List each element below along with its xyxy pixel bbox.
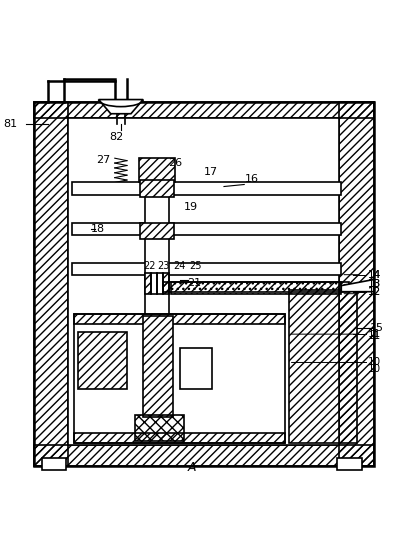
Text: 23: 23 [157, 262, 169, 272]
Text: 26: 26 [168, 158, 182, 168]
Text: 13: 13 [367, 279, 380, 289]
Text: 11: 11 [367, 331, 380, 341]
Text: 12: 12 [367, 287, 380, 296]
FancyBboxPatch shape [42, 457, 66, 469]
FancyBboxPatch shape [145, 179, 169, 429]
Text: 14: 14 [367, 271, 380, 280]
Text: 81: 81 [4, 119, 18, 129]
FancyBboxPatch shape [179, 348, 211, 389]
Text: 18: 18 [90, 224, 104, 234]
FancyBboxPatch shape [139, 158, 175, 182]
Text: 11: 11 [367, 329, 380, 339]
FancyBboxPatch shape [72, 223, 341, 235]
Polygon shape [98, 100, 143, 114]
FancyBboxPatch shape [78, 332, 127, 389]
FancyBboxPatch shape [140, 223, 174, 239]
FancyBboxPatch shape [74, 314, 284, 444]
FancyBboxPatch shape [337, 457, 360, 469]
FancyBboxPatch shape [68, 118, 339, 445]
Text: 12: 12 [367, 287, 380, 296]
Text: 24: 24 [173, 262, 185, 272]
Text: 13: 13 [367, 279, 380, 289]
Text: 22: 22 [143, 262, 155, 272]
Polygon shape [341, 279, 373, 291]
Text: 19: 19 [183, 202, 197, 212]
FancyBboxPatch shape [72, 182, 341, 195]
FancyBboxPatch shape [72, 263, 341, 276]
FancyBboxPatch shape [143, 316, 173, 417]
Text: 27: 27 [96, 155, 111, 165]
FancyBboxPatch shape [34, 101, 373, 466]
Text: 14: 14 [367, 271, 380, 280]
Text: 21: 21 [187, 278, 201, 288]
Text: 17: 17 [203, 168, 217, 177]
FancyBboxPatch shape [140, 180, 174, 197]
Text: 10: 10 [367, 358, 380, 368]
Text: A: A [187, 461, 195, 474]
Text: 16: 16 [245, 175, 259, 185]
Text: 15: 15 [369, 323, 383, 333]
Text: 82: 82 [109, 132, 124, 142]
Text: 10: 10 [367, 364, 380, 374]
Text: 25: 25 [189, 262, 201, 272]
FancyBboxPatch shape [145, 273, 151, 294]
